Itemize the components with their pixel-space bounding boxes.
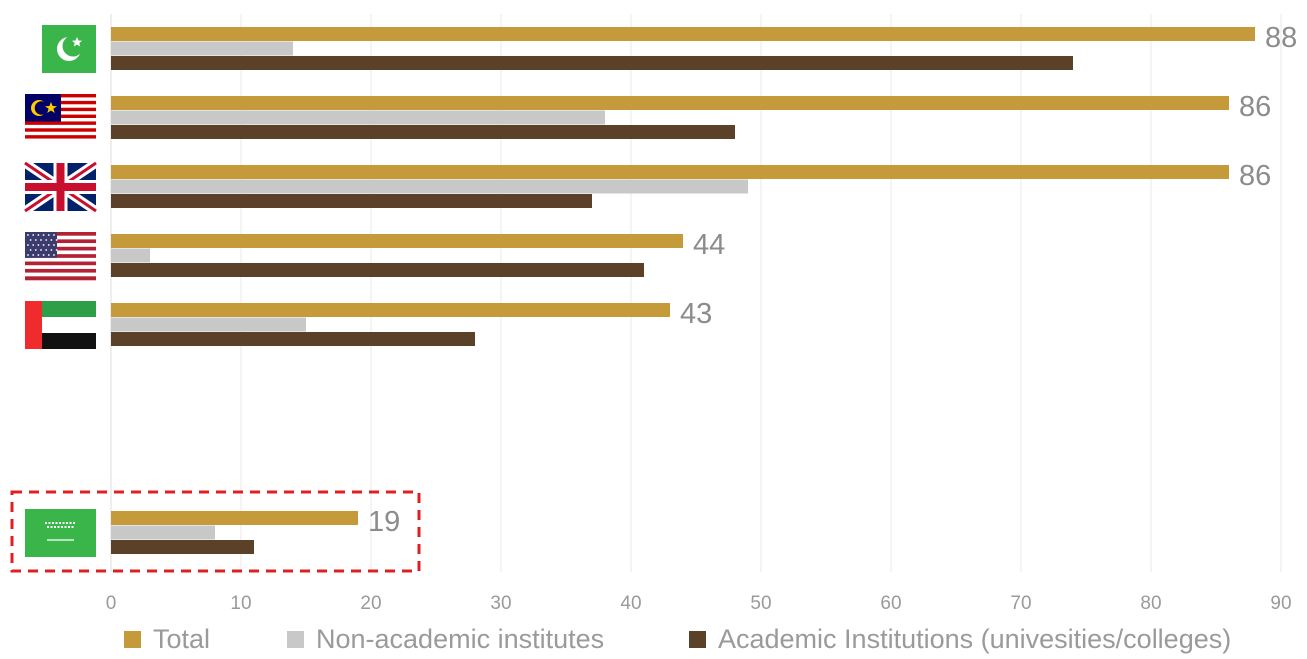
legend-swatch bbox=[689, 631, 706, 648]
bar-non-academic-institutes bbox=[111, 317, 306, 332]
country-flags bbox=[22, 25, 99, 557]
bar-non-academic-institutes bbox=[111, 41, 293, 56]
x-tick-label: 30 bbox=[490, 593, 511, 614]
data-label: 86 bbox=[1239, 160, 1271, 192]
bar-total bbox=[111, 303, 670, 317]
legend-label: Total bbox=[153, 624, 210, 654]
x-tick-label: 60 bbox=[880, 593, 901, 614]
bar-non-academic-institutes bbox=[111, 179, 748, 194]
x-tick-label: 70 bbox=[1010, 593, 1031, 614]
malaysia-flag-icon bbox=[25, 94, 96, 143]
bar-academic-institutions-univesities-colleges- bbox=[111, 540, 254, 554]
highlight-dashed-box bbox=[10, 490, 421, 573]
bar-total bbox=[111, 165, 1229, 179]
x-tick-label: 80 bbox=[1140, 593, 1161, 614]
bar-academic-institutions-univesities-colleges- bbox=[111, 263, 644, 277]
legend-label: Non-academic institutes bbox=[316, 624, 604, 654]
x-tick-label: 40 bbox=[620, 593, 641, 614]
bar-academic-institutions-univesities-colleges- bbox=[111, 125, 735, 139]
data-label: 43 bbox=[680, 298, 712, 330]
bar-total bbox=[111, 27, 1255, 41]
x-axis-ticks: 0 10 20 30 40 50 60 70 80 90 bbox=[106, 593, 1292, 614]
bar-total bbox=[111, 96, 1229, 110]
legend-swatch bbox=[124, 631, 141, 648]
usa-flag-icon bbox=[25, 232, 96, 281]
bar-academic-institutions-univesities-colleges- bbox=[111, 332, 475, 346]
highlight-box bbox=[10, 490, 421, 573]
bar-total bbox=[111, 234, 683, 248]
data-label: 88 bbox=[1265, 22, 1297, 54]
uk-flag-icon bbox=[22, 159, 99, 215]
x-tick-label: 50 bbox=[750, 593, 771, 614]
data-label: 86 bbox=[1239, 91, 1271, 123]
saudi-arabia-flag-icon bbox=[25, 509, 96, 557]
legend: Total Non-academic institutes Academic Ins… bbox=[124, 624, 1231, 654]
x-tick-label: 90 bbox=[1270, 593, 1291, 614]
bar-academic-institutions-univesities-colleges- bbox=[111, 56, 1073, 70]
value-labels: 88 86 86 44 43 19 bbox=[368, 22, 1297, 538]
bar-non-academic-institutes bbox=[111, 525, 215, 540]
bars bbox=[111, 27, 1255, 554]
data-label: 44 bbox=[693, 229, 725, 261]
x-tick-label: 10 bbox=[230, 593, 251, 614]
bar-academic-institutions-univesities-colleges- bbox=[111, 194, 592, 208]
uae-flag-icon bbox=[25, 301, 96, 349]
bar-non-academic-institutes bbox=[111, 110, 605, 125]
x-tick-label: 0 bbox=[106, 593, 117, 614]
bar-non-academic-institutes bbox=[111, 248, 150, 263]
data-label: 19 bbox=[368, 506, 400, 538]
x-tick-label: 20 bbox=[360, 593, 381, 614]
legend-label: Academic Institutions (univesities/colle… bbox=[718, 624, 1231, 654]
pakistan-flag-icon bbox=[25, 25, 96, 73]
bar-total bbox=[111, 511, 358, 525]
legend-swatch bbox=[287, 631, 304, 648]
